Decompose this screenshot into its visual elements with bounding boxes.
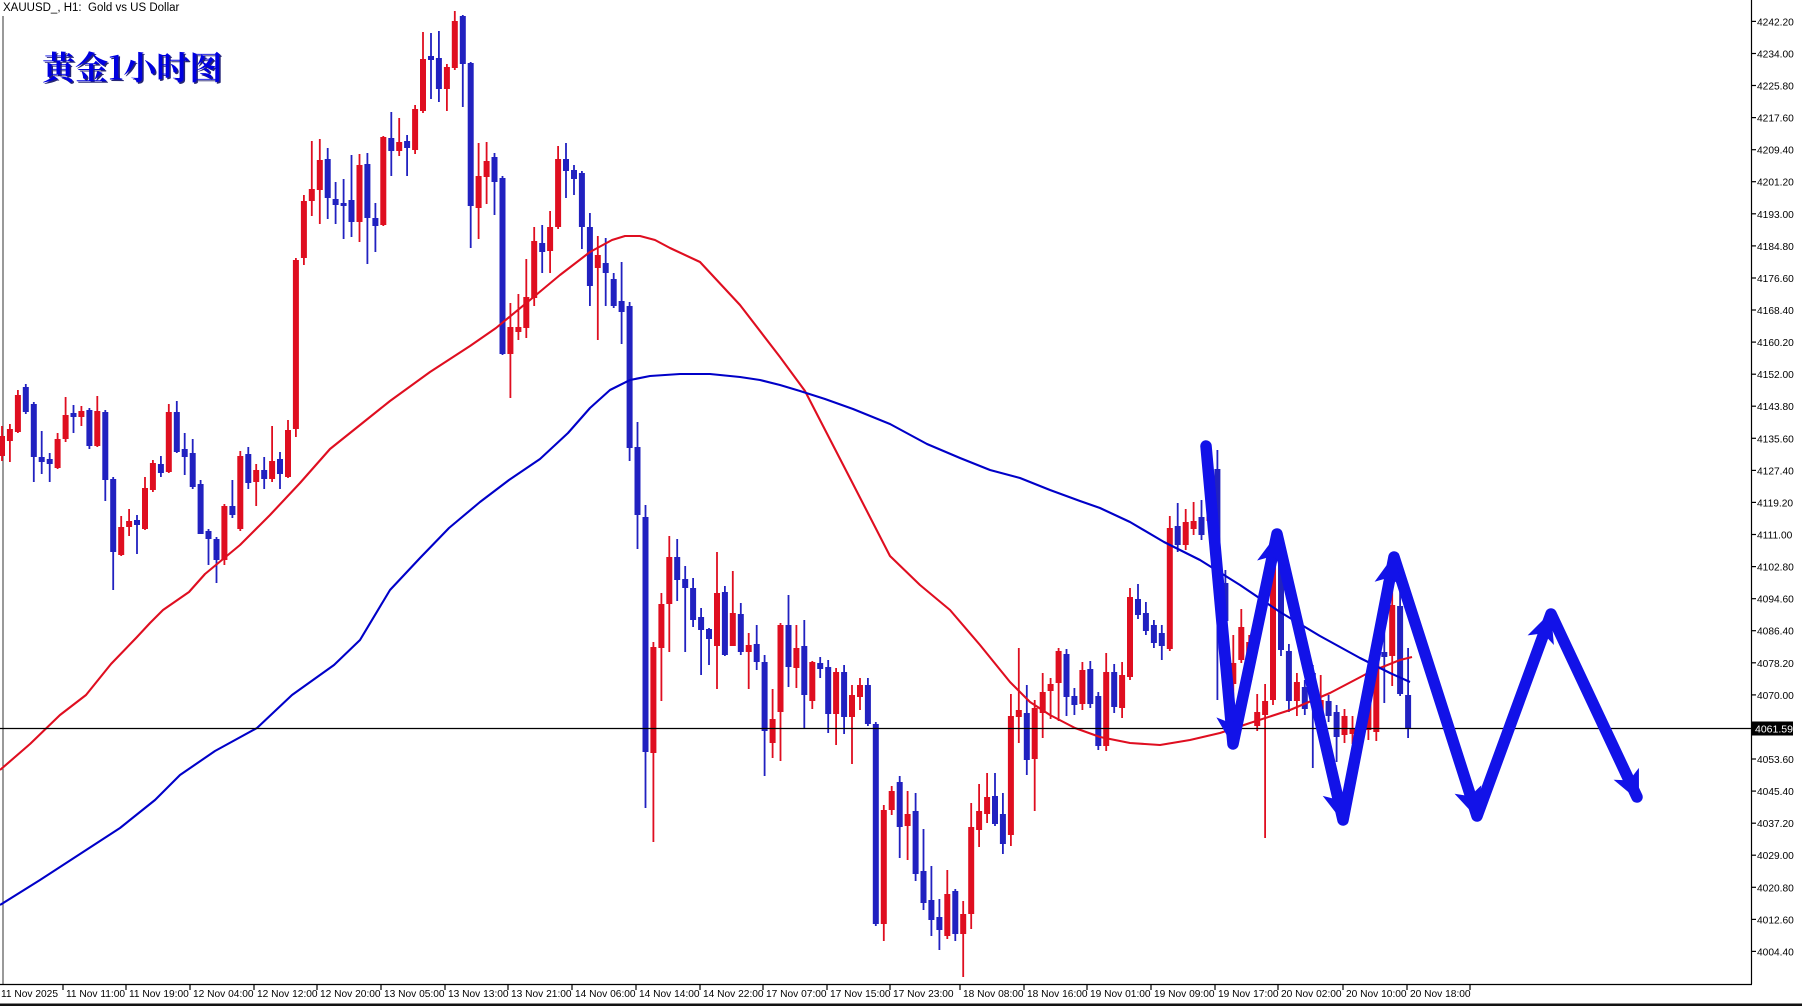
- svg-text:4127.40: 4127.40: [1757, 466, 1794, 477]
- svg-text:13 Nov 21:00: 13 Nov 21:00: [511, 989, 572, 1000]
- svg-text:4094.60: 4094.60: [1757, 595, 1794, 606]
- svg-text:13 Nov 13:00: 13 Nov 13:00: [448, 989, 509, 1000]
- svg-text:4193.00: 4193.00: [1757, 210, 1794, 221]
- svg-text:4168.40: 4168.40: [1757, 306, 1794, 317]
- svg-text:4135.60: 4135.60: [1757, 434, 1794, 445]
- svg-text:18 Nov 08:00: 18 Nov 08:00: [963, 989, 1024, 1000]
- svg-text:13 Nov 05:00: 13 Nov 05:00: [384, 989, 445, 1000]
- svg-text:4012.60: 4012.60: [1757, 915, 1794, 926]
- svg-text:4037.20: 4037.20: [1757, 819, 1794, 830]
- svg-text:4201.20: 4201.20: [1757, 178, 1794, 189]
- svg-text:4209.40: 4209.40: [1757, 146, 1794, 157]
- svg-text:4078.20: 4078.20: [1757, 659, 1794, 670]
- svg-text:19 Nov 17:00: 19 Nov 17:00: [1218, 989, 1279, 1000]
- svg-text:14 Nov 14:00: 14 Nov 14:00: [639, 989, 700, 1000]
- svg-text:12 Nov 04:00: 12 Nov 04:00: [193, 989, 254, 1000]
- svg-text:17 Nov 07:00: 17 Nov 07:00: [766, 989, 827, 1000]
- svg-text:4184.80: 4184.80: [1757, 242, 1794, 253]
- svg-text:4242.20: 4242.20: [1757, 17, 1794, 28]
- svg-text:12 Nov 20:00: 12 Nov 20:00: [320, 989, 381, 1000]
- svg-text:20 Nov 10:00: 20 Nov 10:00: [1346, 989, 1407, 1000]
- svg-text:4225.80: 4225.80: [1757, 82, 1794, 93]
- svg-text:4217.60: 4217.60: [1757, 114, 1794, 125]
- svg-text:4045.40: 4045.40: [1757, 787, 1794, 798]
- svg-text:11 Nov 2025: 11 Nov 2025: [1, 989, 58, 1000]
- svg-text:4176.60: 4176.60: [1757, 274, 1794, 285]
- svg-text:19 Nov 01:00: 19 Nov 01:00: [1090, 989, 1151, 1000]
- svg-text:19 Nov 09:00: 19 Nov 09:00: [1154, 989, 1215, 1000]
- svg-text:4234.00: 4234.00: [1757, 50, 1794, 61]
- svg-text:20 Nov 02:00: 20 Nov 02:00: [1281, 989, 1342, 1000]
- svg-text:20 Nov 18:00: 20 Nov 18:00: [1410, 989, 1471, 1000]
- svg-text:4119.20: 4119.20: [1757, 498, 1793, 509]
- svg-text:11 Nov 19:00: 11 Nov 19:00: [129, 989, 189, 1000]
- svg-text:18 Nov 16:00: 18 Nov 16:00: [1027, 989, 1088, 1000]
- svg-text:4061.59: 4061.59: [1755, 724, 1793, 736]
- svg-text:17 Nov 23:00: 17 Nov 23:00: [893, 989, 954, 1000]
- svg-text:4004.40: 4004.40: [1757, 947, 1794, 958]
- svg-text:14 Nov 22:00: 14 Nov 22:00: [703, 989, 764, 1000]
- svg-text:4143.80: 4143.80: [1757, 402, 1794, 413]
- svg-text:17 Nov 15:00: 17 Nov 15:00: [830, 989, 891, 1000]
- svg-text:XAUUSD_, H1: Gold vs US Dolla: XAUUSD_, H1: Gold vs US Dollar: [3, 2, 180, 14]
- svg-text:4102.80: 4102.80: [1757, 563, 1794, 574]
- svg-text:4160.20: 4160.20: [1757, 338, 1794, 349]
- svg-text:4020.80: 4020.80: [1757, 883, 1794, 894]
- svg-text:4152.00: 4152.00: [1757, 370, 1794, 381]
- svg-text:4086.40: 4086.40: [1757, 627, 1794, 638]
- svg-text:4111.00: 4111.00: [1757, 531, 1793, 542]
- svg-text:12 Nov 12:00: 12 Nov 12:00: [257, 989, 318, 1000]
- svg-text:11 Nov 11:00: 11 Nov 11:00: [66, 989, 125, 1000]
- svg-text:4070.00: 4070.00: [1757, 691, 1794, 702]
- svg-text:4029.00: 4029.00: [1757, 851, 1794, 862]
- svg-text:14 Nov 06:00: 14 Nov 06:00: [575, 989, 636, 1000]
- svg-text:4053.60: 4053.60: [1757, 755, 1794, 766]
